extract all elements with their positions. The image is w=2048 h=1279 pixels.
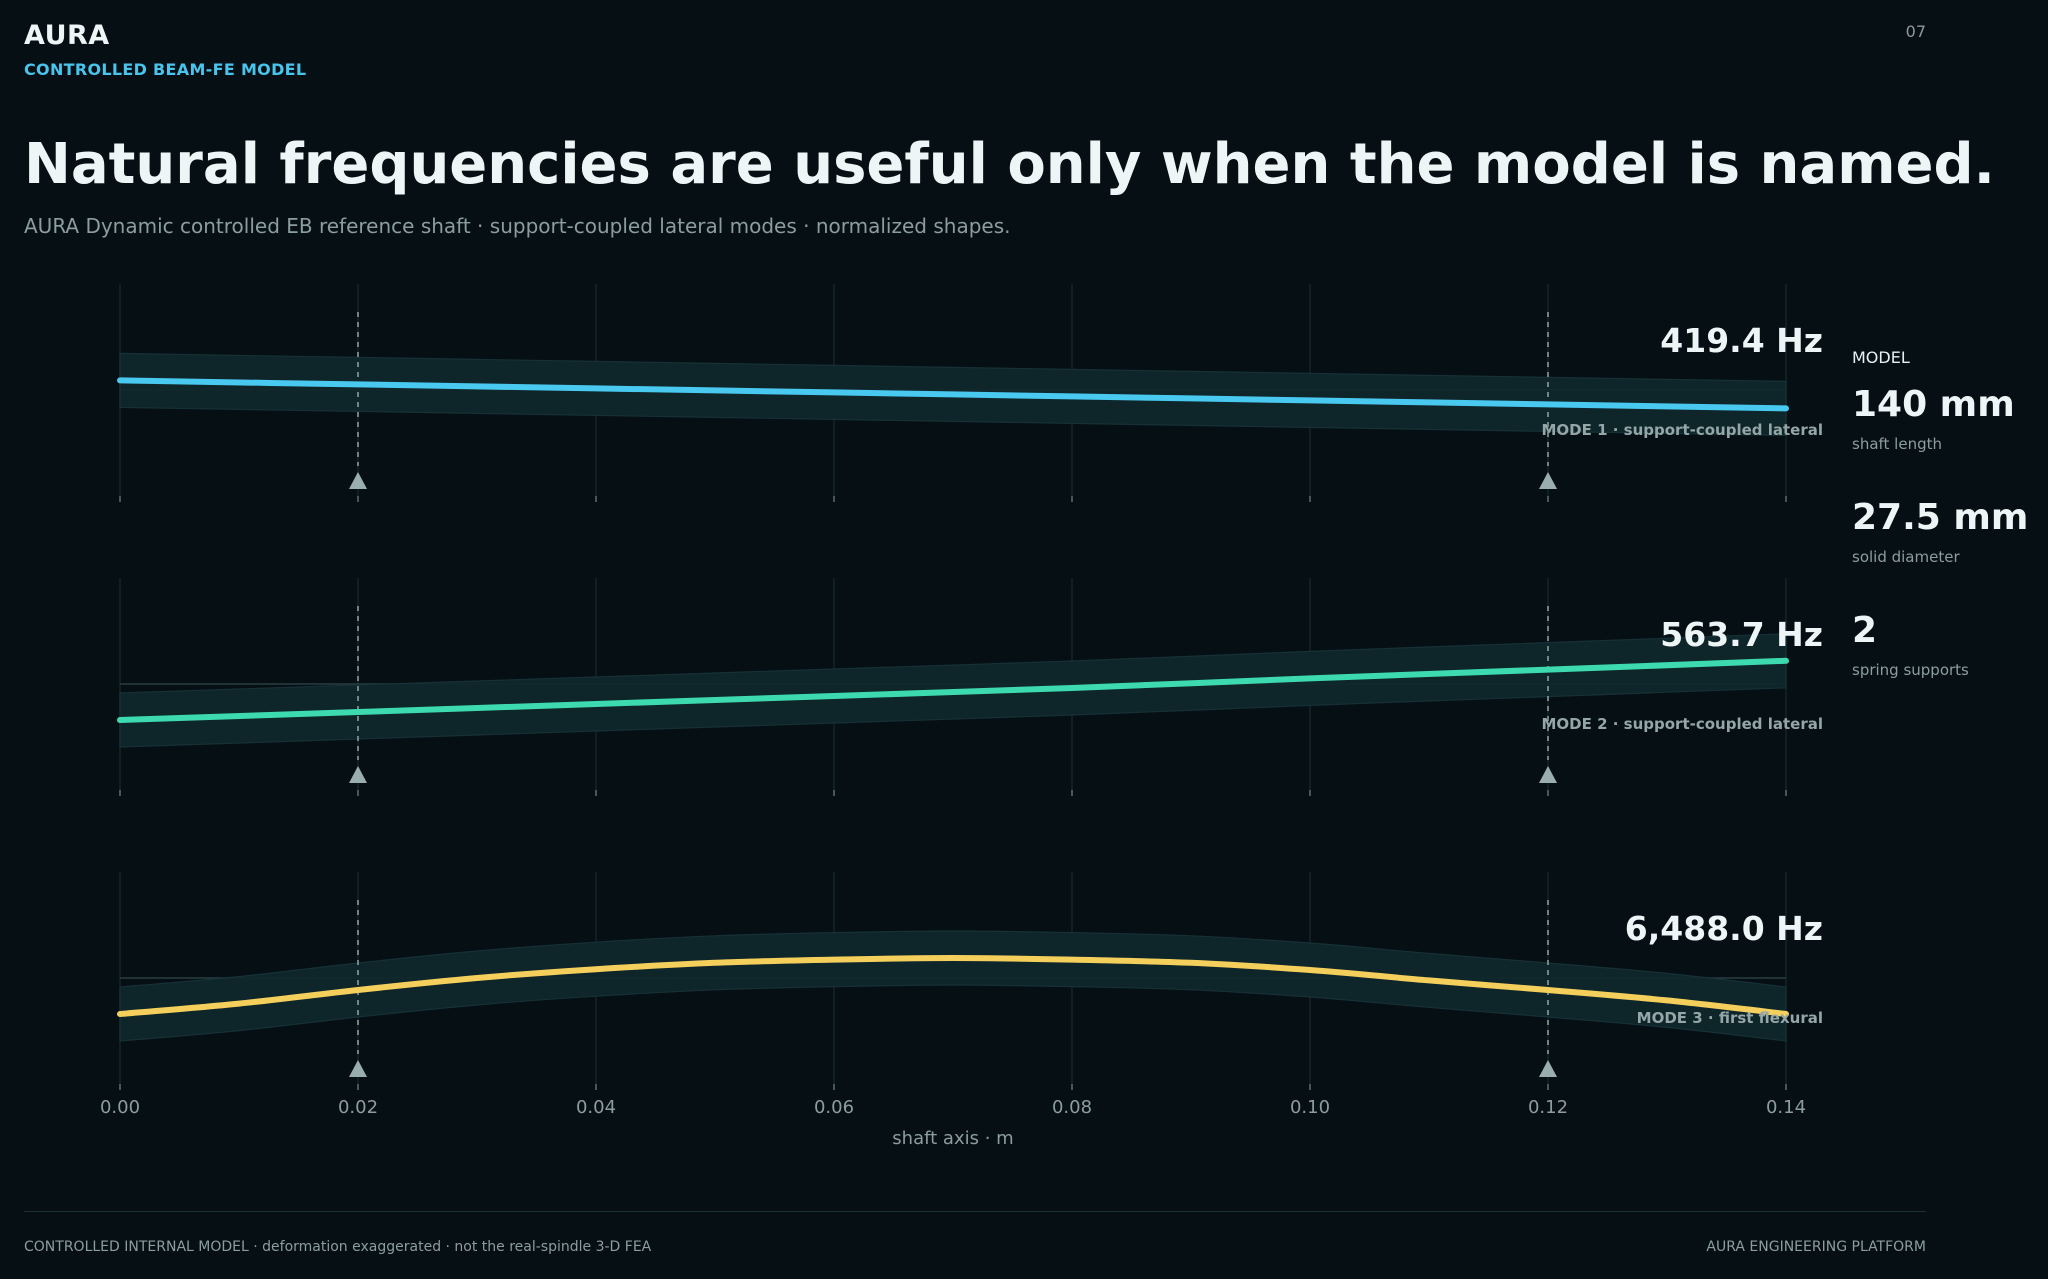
x-tick-label: 0.14 [1766, 1097, 1806, 1118]
stat-description: shaft length [1852, 435, 1942, 453]
mode-panel-2: 563.7 Hz MODE 2 · support-coupled lateral [117, 578, 1823, 796]
brand-subtitle: CONTROLLED BEAM-FE MODEL [24, 60, 307, 79]
mode-name: MODE 2 · support-coupled lateral [1541, 715, 1823, 733]
mode-name: MODE 1 · support-coupled lateral [1541, 421, 1823, 439]
stat-solid-diameter: 27.5 mm solid diameter [1852, 497, 2028, 566]
x-tick-label: 0.00 [100, 1097, 140, 1118]
stat-description: spring supports [1852, 661, 1969, 679]
x-axis-label: shaft axis · m [892, 1128, 1013, 1149]
mode-frequency: 419.4 Hz [1660, 321, 1823, 360]
mode-shape-chart: 419.4 Hz MODE 1 · support-coupled lateral… [100, 284, 1823, 1149]
model-panel-label: MODEL [1852, 348, 1910, 367]
mode-frequency: 6,488.0 Hz [1625, 909, 1823, 948]
support-triangle-icon [1539, 766, 1557, 783]
x-tick-label: 0.02 [338, 1097, 378, 1118]
support-triangle-icon [349, 472, 367, 489]
page-subtitle: AURA Dynamic controlled EB reference sha… [24, 214, 1011, 238]
page-title: Natural frequencies are useful only when… [24, 132, 1995, 197]
stat-description: solid diameter [1852, 548, 1960, 566]
mode-frequency: 563.7 Hz [1660, 615, 1823, 654]
support-triangle-icon [349, 766, 367, 783]
x-tick-label: 0.04 [576, 1097, 616, 1118]
support-triangle-icon [1539, 1060, 1557, 1077]
page-number: 07 [1905, 22, 1926, 41]
mode-shape-line [117, 657, 1789, 723]
mode-panel-3: 6,488.0 Hz MODE 3 · first flexural [117, 872, 1823, 1090]
x-tick-label: 0.12 [1528, 1097, 1568, 1118]
stat-value: 27.5 mm [1852, 497, 2029, 538]
shaft-envelope [119, 930, 1787, 1042]
footer-divider [24, 1211, 1926, 1212]
stat-value: 140 mm [1852, 384, 2015, 425]
support-triangle-icon [1539, 472, 1557, 489]
mode-panel-1: 419.4 Hz MODE 1 · support-coupled lateral [117, 284, 1823, 502]
mode-name: MODE 3 · first flexural [1637, 1009, 1823, 1027]
footer-brand: AURA ENGINEERING PLATFORM [1706, 1239, 1926, 1255]
x-tick-label: 0.08 [1052, 1097, 1092, 1118]
mode-shape-line [117, 954, 1789, 1017]
stat-shaft-length: 140 mm shaft length [1852, 384, 2015, 453]
support-triangle-icon [349, 1060, 367, 1077]
stat-spring-supports: 2 spring supports [1852, 610, 1969, 679]
x-tick-label: 0.06 [814, 1097, 854, 1118]
brand-title: AURA [24, 20, 110, 51]
footer-note: CONTROLLED INTERNAL MODEL · deformation … [24, 1239, 652, 1255]
mode-shape-line [117, 377, 1789, 412]
stat-value: 2 [1852, 610, 1878, 651]
x-tick-label: 0.10 [1290, 1097, 1330, 1118]
